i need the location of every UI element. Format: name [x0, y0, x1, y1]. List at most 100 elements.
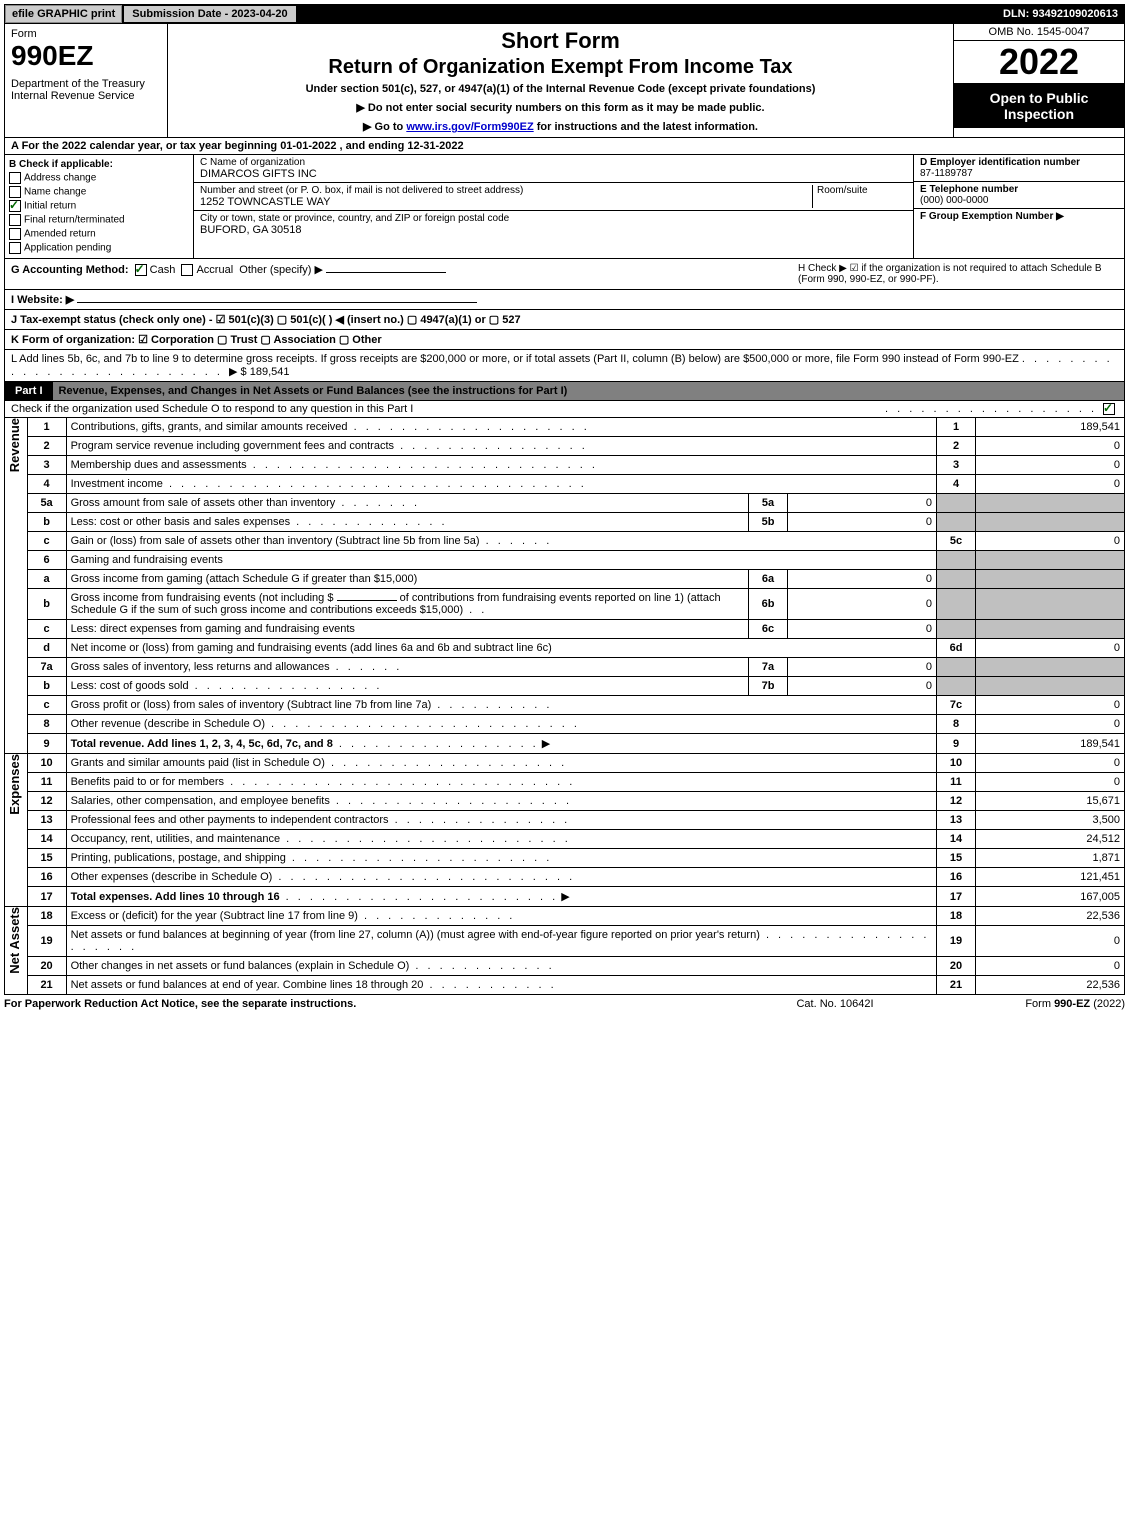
accounting-method-label: G Accounting Method:	[11, 264, 129, 276]
group-exemption-label: F Group Exemption Number ▶	[920, 211, 1118, 222]
section-b: B Check if applicable: Address change Na…	[5, 155, 194, 258]
ein-label: D Employer identification number	[920, 157, 1118, 168]
line-7a: 7a Gross sales of inventory, less return…	[28, 658, 1124, 677]
header-right: OMB No. 1545-0047 2022 Open to Public In…	[953, 24, 1124, 137]
line-13: 13 Professional fees and other payments …	[28, 811, 1124, 830]
footer-mid: Cat. No. 10642I	[745, 998, 925, 1010]
form-header: Form 990EZ Department of the Treasury In…	[4, 24, 1125, 138]
section-l-value: ▶ $ 189,541	[229, 366, 289, 378]
expenses-group: Expenses 10 Grants and similar amounts p…	[4, 754, 1125, 907]
instr2-prefix: ▶ Go to	[363, 121, 406, 133]
line-2: 2 Program service revenue including gove…	[28, 437, 1124, 456]
line-17: 17 Total expenses. Add lines 10 through …	[28, 887, 1124, 907]
phone-label: E Telephone number	[920, 184, 1118, 195]
other-specify-input[interactable]	[326, 272, 446, 273]
top-bar: efile GRAPHIC print Submission Date - 20…	[4, 4, 1125, 24]
section-bcdef: B Check if applicable: Address change Na…	[4, 155, 1125, 259]
netassets-label: Net Assets	[5, 907, 24, 974]
omb-number: OMB No. 1545-0047	[954, 24, 1124, 41]
line-7c: c Gross profit or (loss) from sales of i…	[28, 696, 1124, 715]
instruction-1: ▶ Do not enter social security numbers o…	[176, 101, 945, 114]
section-def: D Employer identification number 87-1189…	[913, 155, 1124, 258]
part1-check-row: Check if the organization used Schedule …	[4, 401, 1125, 418]
line-9: 9 Total revenue. Add lines 1, 2, 3, 4, 5…	[28, 734, 1124, 754]
section-l: L Add lines 5b, 6c, and 7b to line 9 to …	[4, 350, 1125, 382]
line-6d: d Net income or (loss) from gaming and f…	[28, 639, 1124, 658]
form-of-organization: K Form of organization: ☑ Corporation ▢ …	[11, 334, 382, 346]
check-name-change[interactable]: Name change	[9, 186, 189, 198]
footer-right: Form 990-EZ (2022)	[925, 998, 1125, 1010]
revenue-group: Revenue 1 Contributions, gifts, grants, …	[4, 418, 1125, 754]
dln-label: DLN: 93492109020613	[997, 6, 1124, 22]
submission-date: Submission Date - 2023-04-20	[124, 6, 295, 22]
section-k: K Form of organization: ☑ Corporation ▢ …	[4, 330, 1125, 350]
line-6: 6 Gaming and fundraising events	[28, 551, 1124, 570]
part1-checkbox[interactable]	[1103, 403, 1115, 415]
check-initial-return[interactable]: Initial return	[9, 200, 189, 212]
header-center: Short Form Return of Organization Exempt…	[168, 24, 953, 137]
website-label: I Website: ▶	[11, 294, 74, 306]
check-address-change[interactable]: Address change	[9, 172, 189, 184]
line-3: 3 Membership dues and assessments . . . …	[28, 456, 1124, 475]
org-name: DIMARCOS GIFTS INC	[200, 168, 907, 180]
line-12: 12 Salaries, other compensation, and emp…	[28, 792, 1124, 811]
section-g: G Accounting Method: Cash Accrual Other …	[11, 263, 798, 285]
check-cash[interactable]	[135, 264, 147, 276]
revenue-label: Revenue	[5, 418, 24, 472]
section-h: H Check ▶ ☑ if the organization is not r…	[798, 263, 1118, 285]
form-number: 990EZ	[11, 40, 161, 72]
netassets-sidebar: Net Assets	[5, 907, 28, 994]
check-application-pending[interactable]: Application pending	[9, 242, 189, 254]
line-19: 19 Net assets or fund balances at beginn…	[28, 926, 1124, 957]
check-amended-return[interactable]: Amended return	[9, 228, 189, 240]
line-6a: a Gross income from gaming (attach Sched…	[28, 570, 1124, 589]
netassets-group: Net Assets 18 Excess or (deficit) for th…	[4, 907, 1125, 995]
org-name-label: C Name of organization	[200, 157, 907, 168]
line-8: 8 Other revenue (describe in Schedule O)…	[28, 715, 1124, 734]
ein-value: 87-1189787	[920, 168, 1118, 179]
efile-print-button[interactable]: efile GRAPHIC print	[5, 5, 122, 23]
form-label: Form	[11, 28, 161, 40]
part1-check-text: Check if the organization used Schedule …	[11, 403, 885, 415]
line-6c: c Less: direct expenses from gaming and …	[28, 620, 1124, 639]
check-final-return[interactable]: Final return/terminated	[9, 214, 189, 226]
netassets-table: 18 Excess or (deficit) for the year (Sub…	[28, 907, 1124, 994]
line-5c: c Gain or (loss) from sale of assets oth…	[28, 532, 1124, 551]
website-input[interactable]	[77, 302, 477, 303]
page-footer: For Paperwork Reduction Act Notice, see …	[4, 995, 1125, 1013]
department: Department of the Treasury Internal Reve…	[11, 78, 161, 102]
expenses-label: Expenses	[5, 754, 24, 815]
line-21: 21 Net assets or fund balances at end of…	[28, 976, 1124, 995]
short-form-title: Short Form	[176, 28, 945, 54]
city-value: BUFORD, GA 30518	[200, 224, 907, 236]
section-c: C Name of organization DIMARCOS GIFTS IN…	[194, 155, 913, 258]
street-value: 1252 TOWNCASTLE WAY	[200, 196, 812, 208]
open-public-inspection: Open to Public Inspection	[954, 84, 1124, 128]
irs-link[interactable]: www.irs.gov/Form990EZ	[406, 121, 533, 133]
line-7b: b Less: cost of goods sold . . . . . . .…	[28, 677, 1124, 696]
section-j: J Tax-exempt status (check only one) - ☑…	[4, 310, 1125, 330]
line-10: 10 Grants and similar amounts paid (list…	[28, 754, 1124, 773]
section-b-header: B Check if applicable:	[9, 159, 189, 170]
other-specify: Other (specify) ▶	[239, 264, 323, 276]
tax-exempt-status: J Tax-exempt status (check only one) - ☑…	[11, 314, 521, 326]
footer-left: For Paperwork Reduction Act Notice, see …	[4, 998, 745, 1010]
instruction-2: ▶ Go to www.irs.gov/Form990EZ for instru…	[176, 120, 945, 133]
check-accrual[interactable]	[181, 264, 193, 276]
section-l-text: L Add lines 5b, 6c, and 7b to line 9 to …	[11, 353, 1019, 365]
revenue-sidebar: Revenue	[5, 418, 28, 753]
line-18: 18 Excess or (deficit) for the year (Sub…	[28, 907, 1124, 926]
section-i: I Website: ▶	[4, 290, 1125, 310]
line-5a: 5a Gross amount from sale of assets othe…	[28, 494, 1124, 513]
line-4: 4 Investment income . . . . . . . . . . …	[28, 475, 1124, 494]
section-e: E Telephone number (000) 000-0000	[914, 182, 1124, 209]
tax-year: 2022	[954, 41, 1124, 84]
line-14: 14 Occupancy, rent, utilities, and maint…	[28, 830, 1124, 849]
line-11: 11 Benefits paid to or for members . . .…	[28, 773, 1124, 792]
expenses-sidebar: Expenses	[5, 754, 28, 906]
line-16: 16 Other expenses (describe in Schedule …	[28, 868, 1124, 887]
line-1: 1 Contributions, gifts, grants, and simi…	[28, 418, 1124, 437]
line-20: 20 Other changes in net assets or fund b…	[28, 957, 1124, 976]
phone-value: (000) 000-0000	[920, 195, 1118, 206]
city-label: City or town, state or province, country…	[200, 213, 907, 224]
